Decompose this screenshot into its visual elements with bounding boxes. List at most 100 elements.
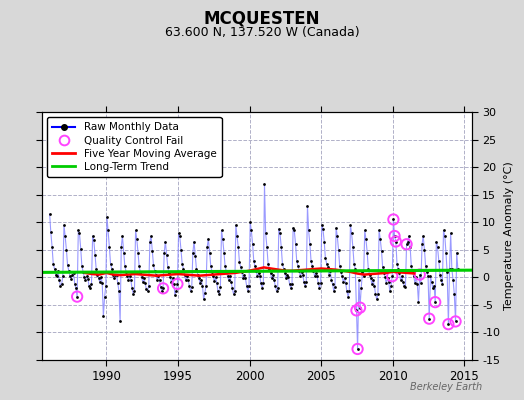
Point	[234, 244, 243, 250]
Point	[420, 246, 429, 253]
Point	[444, 321, 453, 327]
Point	[423, 269, 431, 275]
Point	[319, 226, 327, 232]
Point	[352, 307, 361, 314]
Point	[346, 222, 355, 228]
Point	[177, 246, 185, 253]
Point	[135, 263, 144, 270]
Point	[123, 273, 132, 280]
Point	[394, 266, 402, 272]
Point	[368, 281, 376, 287]
Point	[287, 285, 295, 292]
Point	[190, 238, 198, 245]
Point	[263, 244, 271, 250]
Point	[389, 216, 398, 223]
Point	[54, 268, 62, 274]
Point	[249, 258, 258, 264]
Point	[148, 248, 157, 254]
Point	[343, 288, 351, 294]
Point	[205, 249, 214, 256]
Point	[288, 281, 296, 287]
Point	[231, 288, 239, 294]
Point	[267, 275, 276, 282]
Point	[425, 316, 433, 322]
Point	[322, 260, 331, 267]
Point	[98, 280, 106, 286]
Point	[424, 273, 432, 280]
Point	[203, 244, 211, 250]
Point	[197, 277, 205, 283]
Point	[244, 288, 252, 294]
Point	[88, 281, 96, 287]
Point	[275, 226, 283, 232]
Point	[103, 214, 111, 220]
Point	[220, 249, 228, 256]
Point	[391, 238, 400, 245]
Point	[146, 238, 154, 245]
Point	[217, 227, 226, 234]
Point	[172, 288, 180, 294]
Point	[257, 280, 265, 286]
Point	[184, 277, 192, 283]
Point	[97, 274, 105, 280]
Point	[191, 253, 200, 260]
Point	[180, 271, 189, 278]
Point	[396, 277, 405, 283]
Point	[401, 284, 410, 290]
Point	[355, 277, 363, 283]
Point	[304, 227, 313, 234]
Point	[144, 288, 152, 294]
Point	[160, 249, 168, 256]
Point	[369, 277, 377, 283]
Point	[378, 264, 387, 271]
Point	[75, 230, 84, 236]
Point	[107, 266, 116, 272]
Point	[239, 275, 247, 282]
Point	[91, 252, 99, 258]
Point	[356, 304, 364, 311]
Point	[261, 230, 270, 236]
Point	[159, 285, 167, 292]
Point	[381, 274, 389, 280]
Point	[427, 273, 435, 280]
Point	[149, 262, 158, 268]
Point	[380, 270, 388, 276]
Point	[417, 280, 425, 286]
Point	[50, 266, 59, 272]
Point	[150, 268, 159, 274]
Point	[204, 236, 213, 242]
Point	[198, 282, 206, 289]
Point	[271, 282, 279, 289]
Point	[130, 288, 139, 294]
Point	[307, 258, 315, 264]
Point	[59, 273, 67, 280]
Point	[312, 270, 320, 276]
Point	[126, 273, 134, 280]
Point	[316, 280, 325, 286]
Point	[47, 229, 55, 235]
Point	[385, 278, 393, 285]
Point	[78, 263, 86, 270]
Point	[134, 249, 142, 256]
Point	[111, 271, 119, 278]
Point	[216, 284, 225, 290]
Point	[159, 285, 167, 292]
Point	[85, 282, 93, 289]
Point	[390, 233, 399, 239]
Legend: Raw Monthly Data, Quality Control Fail, Five Year Moving Average, Long-Term Tren: Raw Monthly Data, Quality Control Fail, …	[47, 117, 222, 177]
Point	[83, 273, 91, 280]
Point	[86, 285, 94, 292]
Point	[93, 271, 102, 278]
Point	[67, 276, 75, 282]
Point	[269, 271, 277, 278]
Point	[265, 266, 274, 272]
Point	[192, 266, 201, 272]
Point	[77, 246, 85, 252]
Point	[373, 296, 381, 302]
Point	[145, 282, 153, 289]
Point	[348, 244, 357, 250]
Point	[433, 244, 442, 250]
Point	[432, 238, 441, 245]
Point	[119, 249, 128, 256]
Point	[71, 281, 79, 287]
